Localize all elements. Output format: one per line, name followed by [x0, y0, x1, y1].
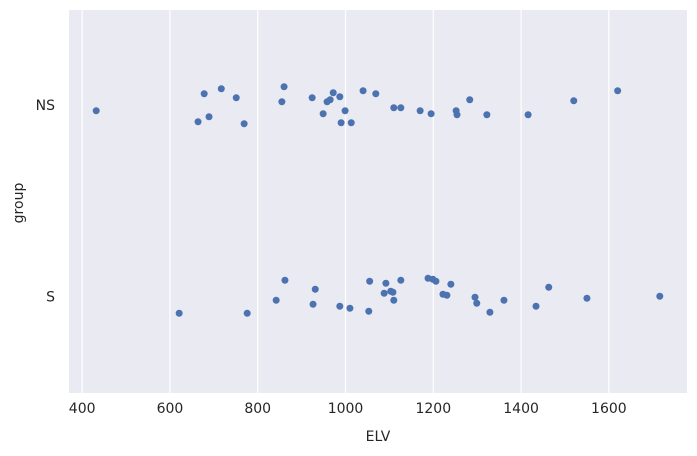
x-tick-label: 1400: [503, 401, 539, 417]
point: [346, 304, 354, 312]
x-axis-label: ELV: [366, 429, 391, 445]
x-tick-label: 1600: [591, 401, 627, 417]
point: [281, 276, 289, 284]
point: [390, 104, 398, 112]
point: [92, 107, 100, 115]
point: [416, 107, 424, 115]
point: [372, 90, 380, 98]
point: [524, 111, 532, 119]
point: [232, 94, 240, 102]
point: [280, 83, 288, 91]
point: [311, 285, 319, 293]
point: [278, 98, 286, 106]
point: [336, 302, 344, 310]
y-tick-label: S: [46, 289, 55, 305]
point: [427, 110, 435, 118]
point: [486, 308, 494, 316]
point: [397, 104, 405, 112]
point: [453, 111, 461, 119]
point: [447, 280, 455, 288]
point: [308, 94, 316, 102]
point: [390, 296, 398, 304]
point: [309, 300, 317, 308]
point: [272, 296, 280, 304]
point: [337, 119, 345, 127]
point: [326, 96, 334, 104]
point: [329, 89, 337, 97]
point: [319, 110, 327, 118]
point: [359, 87, 367, 95]
x-tick-label: 1200: [415, 401, 451, 417]
point: [473, 299, 481, 307]
point: [500, 296, 508, 304]
point: [532, 302, 540, 310]
y-axis-label: group: [11, 183, 27, 224]
point: [194, 118, 202, 126]
x-tick-label: 1000: [328, 401, 364, 417]
point: [366, 277, 374, 285]
point: [382, 279, 390, 287]
point: [380, 289, 388, 297]
x-tick-label: 600: [157, 401, 184, 417]
point: [175, 309, 183, 317]
point: [365, 307, 373, 315]
plot-area: [69, 10, 687, 393]
point: [217, 85, 225, 93]
point: [397, 276, 405, 284]
point: [570, 97, 578, 105]
point: [336, 93, 344, 101]
point: [240, 120, 248, 128]
point: [443, 291, 451, 299]
point: [200, 90, 208, 98]
point: [205, 113, 213, 121]
point: [432, 277, 440, 285]
x-tick-label: 800: [244, 401, 271, 417]
point: [656, 292, 664, 300]
point: [466, 96, 474, 104]
point: [545, 283, 553, 291]
point: [389, 288, 397, 296]
point: [243, 309, 251, 317]
y-tick-label: NS: [36, 98, 55, 114]
point: [471, 293, 479, 301]
point: [483, 111, 491, 119]
point: [614, 87, 622, 95]
point: [583, 294, 591, 302]
x-tick-label: 400: [69, 401, 96, 417]
point: [347, 119, 355, 127]
point: [341, 107, 349, 115]
